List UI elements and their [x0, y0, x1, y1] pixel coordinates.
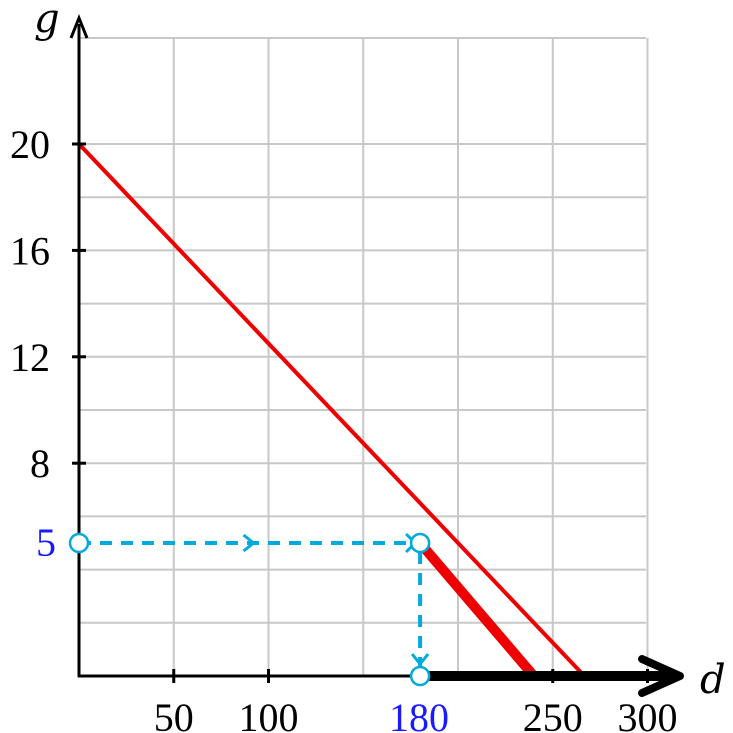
axes: [69, 13, 684, 697]
grid: [79, 37, 649, 676]
series-line-2: [416, 539, 538, 680]
guide-point-2: [409, 532, 431, 554]
series-line-1: [77, 142, 586, 678]
y-tick-label: 12: [10, 335, 50, 380]
guide-lines: [68, 532, 431, 687]
y-tick-label: 20: [10, 122, 50, 167]
y-tick-label: 8: [30, 441, 50, 486]
x-tick-label: 50: [154, 695, 194, 733]
y-axis-arrowhead: [69, 13, 89, 39]
x-axis-label: d: [700, 657, 726, 703]
labels: g d 5 180 50 100 250 300 8 12 16 20: [10, 0, 726, 733]
plot-lines: [77, 142, 586, 680]
guide-arrow-down: [410, 653, 430, 667]
x-tick-label: 100: [239, 695, 299, 733]
highlight-x-tick-label: 180: [389, 695, 449, 733]
guide-point-3: [409, 665, 431, 687]
y-tick-label: 16: [10, 228, 50, 273]
x-axis-arrowhead: [638, 655, 684, 697]
guide-point-1: [68, 532, 90, 554]
guide-arrow-right: [242, 533, 256, 553]
x-tick-label: 250: [523, 695, 583, 733]
y-axis-label: g: [34, 0, 60, 42]
x-tick-label: 300: [618, 695, 678, 733]
highlight-y-tick-label: 5: [36, 520, 56, 565]
